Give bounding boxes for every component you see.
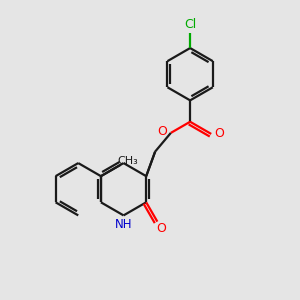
Text: O: O xyxy=(158,125,167,138)
Text: Cl: Cl xyxy=(184,18,196,31)
Text: O: O xyxy=(214,128,224,140)
Text: NH: NH xyxy=(115,218,132,231)
Text: O: O xyxy=(156,222,166,235)
Text: CH₃: CH₃ xyxy=(118,156,138,166)
